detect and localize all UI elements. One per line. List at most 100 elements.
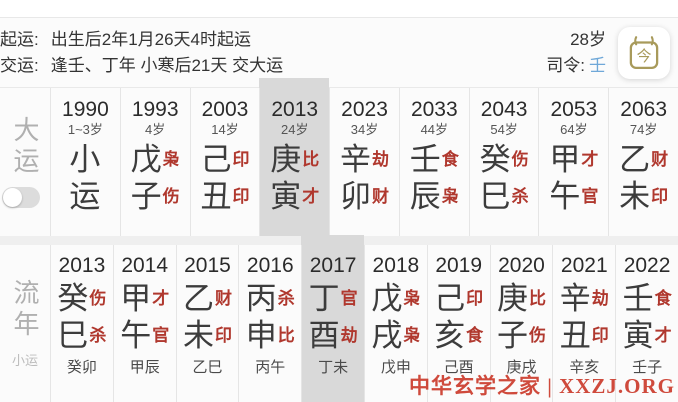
- liunian-branch-pillar: 申比: [239, 317, 301, 354]
- dayun-stem-pillar: 乙财: [609, 141, 678, 178]
- dayun-branch: 辰: [409, 179, 441, 214]
- dayun-column[interactable]: 2023 34岁 辛劫 卯财: [329, 88, 399, 236]
- dayun-stem: 癸: [479, 142, 511, 177]
- liunian-stem: 乙: [182, 281, 214, 316]
- liunian-stem: 庚: [496, 281, 528, 316]
- liunian-year: 2015: [184, 254, 231, 277]
- liunian-column[interactable]: 2016 丙杀 申比 丙午: [238, 245, 301, 402]
- liunian-branch-pillar: 戌枭: [365, 317, 427, 354]
- liunian-stem-god: 枭: [403, 289, 421, 308]
- dayun-section-label: 大运: [10, 116, 40, 178]
- dayun-age: 54岁: [490, 122, 518, 137]
- liunian-stem-god: 官: [340, 289, 358, 308]
- liunian-stem: 戊: [371, 281, 403, 316]
- qiyun-label: 起运:: [0, 29, 39, 49]
- liunian-branch-god: 印: [591, 326, 609, 345]
- liunian-stem-god: 比: [528, 289, 546, 308]
- liunian-section-label: 流年: [10, 278, 40, 341]
- jiaoyun-label: 交运:: [0, 55, 39, 75]
- liunian-branch-pillar: 丑印: [553, 317, 615, 354]
- dayun-column[interactable]: 2033 44岁 壬食 辰枭: [398, 88, 469, 236]
- dayun-age: 34岁: [350, 122, 379, 137]
- liunian-stem-god: 财: [214, 289, 232, 308]
- liunian-column[interactable]: 2019 己印 亥食 己酉: [426, 245, 490, 402]
- dayun-year: 2053: [550, 98, 598, 121]
- toggle-knob: [3, 188, 22, 207]
- liunian-stem: 丙: [245, 281, 277, 316]
- liunian-column[interactable]: 2015 乙财 未印 乙巳: [175, 245, 239, 402]
- dayun-toggle-switch[interactable]: [2, 187, 40, 208]
- dayun-branch-god: 印: [651, 187, 669, 206]
- liunian-branch-pillar: 酉劫: [302, 317, 364, 354]
- dayun-column[interactable]: 2063 74岁 乙财 未印: [608, 88, 678, 236]
- dayun-column[interactable]: 2053 64岁 甲才 午官: [538, 88, 608, 236]
- liunian-branch-pillar: 未印: [177, 317, 239, 354]
- dayun-year: 2013: [271, 98, 319, 121]
- liunian-branch: 午: [120, 318, 152, 353]
- liunian-column[interactable]: 2021 辛劫 丑印 辛亥: [552, 245, 615, 402]
- dayun-year: 2063: [620, 98, 667, 121]
- liunian-stem-pillar: 庚比: [491, 280, 553, 317]
- dayun-stem-god: 才: [581, 150, 599, 169]
- dayun-stem-god: 食: [441, 150, 459, 169]
- liunian-year: 2018: [372, 254, 420, 277]
- dayun-section: 大运 1990 1~3岁 小 运 1993: [0, 78, 678, 236]
- dayun-age: 4岁: [145, 122, 166, 137]
- calendar-today-icon: 今: [629, 35, 659, 69]
- dayun-column[interactable]: 2043 54岁 癸伤 巳杀: [468, 88, 539, 236]
- liunian-column[interactable]: 2018 戊枭 戌枭 戊申: [363, 245, 427, 402]
- liunian-column[interactable]: 2022 壬食 寅才 壬子: [615, 245, 678, 402]
- dayun-branch-god: 才: [302, 187, 320, 206]
- dayun-branch: 运: [69, 179, 101, 214]
- dayun-year: 2023: [341, 98, 388, 121]
- liunian-stem-pillar: 己印: [428, 280, 490, 317]
- dayun-stem: 戊: [130, 142, 162, 177]
- liunian-year: 2017: [309, 254, 357, 277]
- liunian-branch-pillar: 亥食: [428, 317, 490, 354]
- dayun-columns: 1990 1~3岁 小 运 1993 4岁 戊枭: [50, 78, 678, 236]
- dayun-column[interactable]: 2003 14岁 己印 丑印: [189, 88, 260, 236]
- dayun-branch-pillar: 丑印: [191, 178, 260, 215]
- liunian-xiaoyun-ganzhi: 庚戌: [506, 359, 537, 376]
- dayun-column[interactable]: 1993 4岁 戊枭 子伤: [119, 88, 190, 236]
- dayun-stem-pillar: 小: [51, 141, 120, 178]
- liunian-column[interactable]: 2017 丁官 酉劫 丁未: [301, 235, 364, 402]
- dayun-column[interactable]: 1990 1~3岁 小 运: [50, 88, 120, 236]
- dayun-stem-god: 印: [232, 150, 250, 169]
- liunian-column[interactable]: 2020 庚比 子伤 庚戌: [489, 245, 553, 402]
- dayun-stem: 己: [200, 142, 232, 177]
- liunian-year: 2014: [121, 254, 169, 277]
- header: 起运: 出生后2年1月26天4时起运 交运: 逢壬、丁年 小寒后21天 交大运 28…: [0, 18, 678, 88]
- dayun-branch-god: 伤: [162, 187, 180, 206]
- siling-label: 司令:: [546, 55, 585, 75]
- dayun-branch-god: 枭: [441, 187, 459, 206]
- dayun-branch-pillar: 运: [51, 178, 120, 215]
- dayun-stem-pillar: 癸伤: [470, 141, 539, 178]
- dayun-branch-god: 杀: [511, 187, 529, 206]
- today-button[interactable]: 今: [618, 26, 670, 79]
- liunian-column[interactable]: 2014 甲才 午官 甲辰: [112, 245, 176, 402]
- liunian-stem-god: 印: [466, 289, 484, 308]
- liunian-stem-god: 劫: [591, 289, 609, 308]
- liunian-stem: 己: [434, 281, 466, 316]
- qiyun-row: 起运: 出生后2年1月26天4时起运: [0, 27, 546, 53]
- dayun-branch-god: 官: [581, 187, 599, 206]
- liunian-columns: 2013 癸伤 巳杀 癸卯 2014 甲才 午官: [50, 235, 678, 402]
- current-age: 28岁: [570, 29, 606, 49]
- dayun-branch-pillar: 寅才: [260, 178, 329, 215]
- liunian-xiaoyun-ganzhi: 壬子: [632, 359, 663, 376]
- liunian-year: 2013: [58, 254, 106, 277]
- dayun-age: 14岁: [211, 122, 239, 137]
- dayun-year: 2043: [480, 98, 528, 121]
- header-left: 起运: 出生后2年1月26天4时起运 交运: 逢壬、丁年 小寒后21天 交大运: [0, 27, 546, 79]
- liunian-column[interactable]: 2013 癸伤 巳杀 癸卯: [50, 245, 113, 402]
- dayun-branch: 卯: [340, 179, 372, 214]
- dayun-branch-god: 财: [372, 187, 390, 206]
- top-strip: [0, 0, 678, 18]
- dayun-column[interactable]: 2013 24岁 庚比 寅才: [259, 78, 330, 236]
- siling-row: 司令: 壬: [546, 53, 606, 79]
- dayun-stem-god: 财: [651, 150, 669, 169]
- liunian-stem: 癸: [57, 281, 89, 316]
- liunian-year: 2022: [623, 254, 671, 277]
